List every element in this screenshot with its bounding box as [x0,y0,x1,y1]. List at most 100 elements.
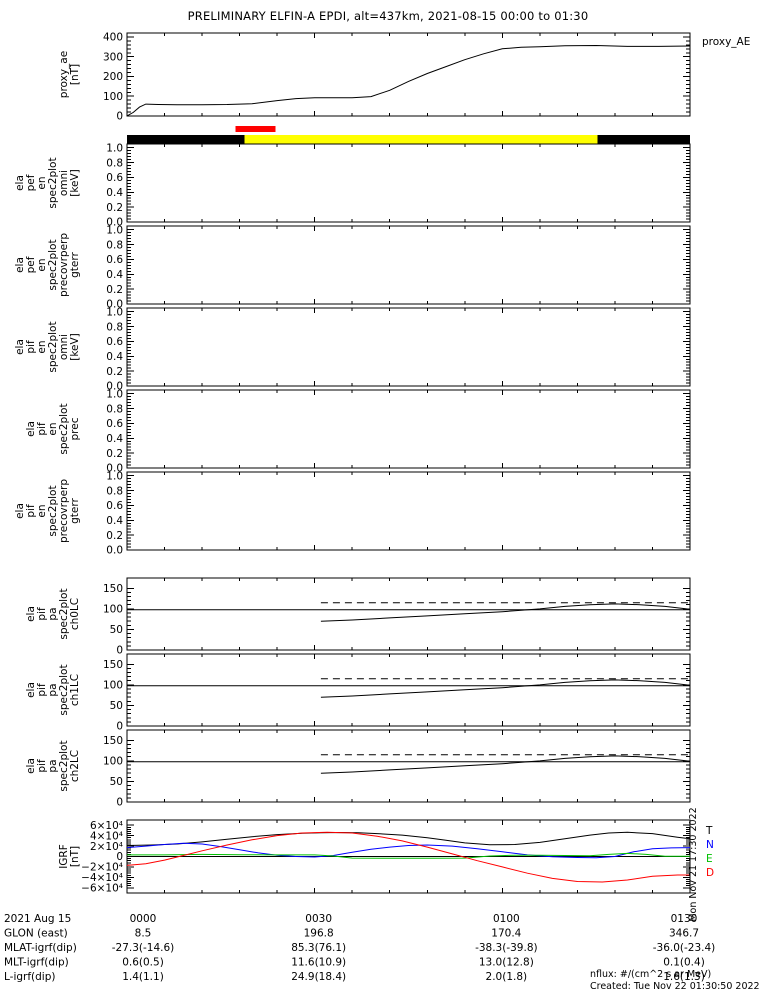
igrf-y-tick-label: −2×10⁴ [81,862,123,874]
bottom-cell-2-0: 0100 [493,913,520,925]
bottom-cell-0-3: 0.6(0.5) [122,957,164,969]
igrf-y-tick-label: 6×10⁴ [90,820,123,832]
footer-created: Created: Tue Nov 22 01:30:50 2022 [590,981,760,992]
panel-ch1lc-y-tick-label: 50 [110,700,123,712]
bottom-row-label-3: MLT-igrf(dip) [4,957,69,969]
panel-ch1lc-label: ch1LC [69,674,81,706]
proxy-ae-y-tick-label: 0 [116,111,123,123]
status-bar-segment-0 [127,135,245,144]
panel-ch2lc-label: pif [36,759,48,773]
panel-frame [126,653,691,727]
panel-pef-precovrperp-y-tick-label: 1.0 [106,224,123,236]
panel-ch2lc-y-tick-label: 50 [110,776,123,788]
panel-pif-omni-y-tick-label: 1.0 [106,306,123,318]
panel-ch1lc-y-tick-label: 150 [103,659,123,671]
proxy-ae-y-tick-label: 300 [103,51,123,63]
panel-ch1lc-y-tick-label: 100 [103,680,123,692]
render-timestamp: Mon Nov 21 17:30 2022 [688,807,699,921]
panel-pif-precovrperp-label: ela [14,503,26,519]
panel-pef-omni-label: [keV] [69,169,81,197]
panel-pif-precovrperp-y-tick-label: 0.0 [106,545,123,557]
igrf-axis-label: [nT] [69,846,81,867]
igrf-y-tick-label: 2×10⁴ [90,841,123,853]
panel-ch1lc-label: pa [47,683,59,696]
bottom-cell-3-0: 0130 [671,913,698,925]
panel-pif-prec-y-tick-label: 0.8 [106,403,123,415]
panel-pif-precovrperp-y-tick-label: 0.6 [106,500,123,512]
panel-pif-prec-label: ela [25,421,37,437]
bottom-cell-0-1: 8.5 [135,928,152,940]
panel-ch2lc-label: spec2plot [58,740,70,791]
igrf-y-tick-label: −6×10⁴ [81,882,123,894]
panel-frame [126,32,691,117]
panel-ch0lc-y-tick-label: 50 [110,624,123,636]
panel-ch0lc-y-tick-label: 100 [103,604,123,616]
panel-pef-omni-y-tick-label: 0.2 [106,202,123,214]
panel-pif-precovrperp-y-tick-label: 0.2 [106,530,123,542]
panel-ch0lc-label: spec2plot [58,588,70,639]
bottom-cell-3-1: 346.7 [669,928,699,940]
igrf-y-tick-label: −4×10⁴ [81,872,123,884]
panel-pif-omni-y-tick-label: 0.6 [106,336,123,348]
panel-pif-precovrperp-y-tick-label: 0.4 [106,515,123,527]
bottom-row-label-1: GLON (east) [4,928,68,940]
panel-pif-precovrperp-y-tick-label: 0.8 [106,485,123,497]
panel-ch1lc-label: ela [25,682,37,698]
panel-pif-precovrperp-label: gterr [69,497,81,523]
panel-ch0lc-label: ela [25,606,37,622]
panel-pif-prec-y-tick-label: 1.0 [106,388,123,400]
proxy-ae-y-tick-label: 100 [103,91,123,103]
panel-ch2lc-label: ela [25,758,37,774]
panel-pif-prec-y-tick-label: 0.4 [106,433,123,445]
proxy-ae-right-label: proxy_AE [702,36,750,48]
panel-pif-prec-y-tick-label: 0.0 [106,463,123,475]
panel-pif-prec-label: pif [36,422,48,436]
panel-ch2lc-y-tick-label: 100 [103,756,123,768]
panel-pif-prec-y-tick-label: 0.6 [106,418,123,430]
panel-pef-precovrperp-y-tick-label: 0.4 [106,269,123,281]
proxy-ae-axis-label: [nT] [69,64,81,85]
bottom-cell-1-1: 196.8 [304,928,334,940]
igrf-trace-T [126,831,691,846]
panel-pif-omni-label: pif [25,340,37,354]
igrf-legend-T: T [705,825,713,837]
bottom-row-label-0: 2021 Aug 15 [4,913,71,925]
bottom-cell-3-2: -36.0(-23.4) [653,942,716,954]
panel-pif-omni-label: spec2plot [47,321,59,372]
panel-ch0lc-label: pif [36,607,48,621]
panel-ch0lc-y-tick-label: 150 [103,583,123,595]
bottom-cell-2-1: 170.4 [491,928,521,940]
panel-pif-precovrperp-label: pif [25,504,37,518]
panel-pef-omni-y-tick-label: 0.4 [106,187,123,199]
panel-ch2lc-y-tick-label: 150 [103,735,123,747]
panel-pif-omni-y-tick-label: 0.4 [106,351,123,363]
proxy-ae-y-tick-label: 200 [103,71,123,83]
panel-pef-omni-y-tick-label: 0.6 [106,172,123,184]
panel-frame [126,577,691,651]
panel-pef-precovrperp-label: ela [14,257,26,273]
panel-pef-omni-y-tick-label: 1.0 [106,142,123,154]
panel-pif-omni-y-tick-label: 0.8 [106,321,123,333]
panel-pef-precovrperp-y-tick-label: 0.2 [106,284,123,296]
bottom-cell-0-0: 0000 [130,913,157,925]
status-bar-segment-1 [244,135,598,144]
bottom-cell-3-4: 1.6(1.3) [663,971,705,983]
bottom-cell-1-3: 11.6(10.9) [291,957,346,969]
bottom-cell-1-4: 24.9(18.4) [291,971,346,983]
page-title: PRELIMINARY ELFIN-A EPDI, alt=437km, 202… [188,9,589,23]
igrf-y-tick-label: 4×10⁴ [90,830,123,842]
panel-frame [126,729,691,803]
bottom-cell-2-2: -38.3(-39.8) [475,942,538,954]
panel-pif-prec-label: prec [69,417,81,440]
panel-pef-omni-label: spec2plot [47,157,59,208]
panel-pef-omni-label: pef [25,174,37,191]
panel-ch1lc-y-tick-label: 0 [116,721,123,733]
bottom-cell-1-0: 0030 [305,913,332,925]
proxy-ae-trace [126,44,691,117]
bottom-cell-2-4: 2.0(1.8) [486,971,528,983]
panel-ch2lc-label: ch2LC [69,750,81,782]
panel-pef-precovrperp-label: precovrperp [58,233,70,297]
bottom-cell-2-3: 13.0(12.8) [479,957,534,969]
panel-pif-prec-y-tick-label: 0.2 [106,448,123,460]
